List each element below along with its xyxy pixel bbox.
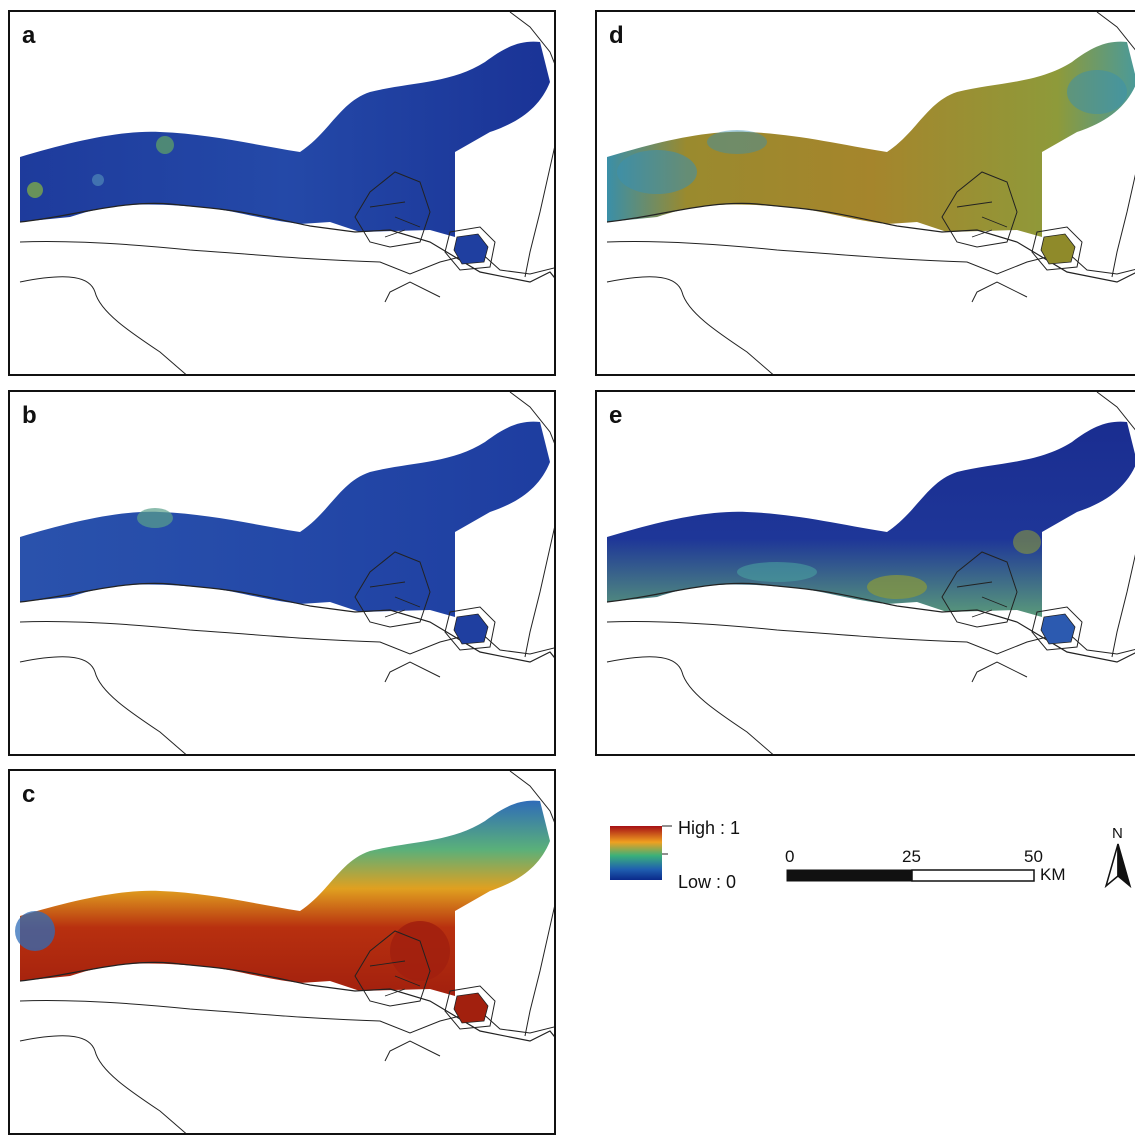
land-boundary: [19, 1035, 187, 1133]
panel-label-a: a: [22, 22, 36, 49]
land-boundary: [384, 661, 441, 683]
land-boundary: [606, 276, 774, 374]
map-panel-d: d: [595, 10, 1135, 376]
land-boundary: [956, 581, 1008, 618]
legend: High : 1 Low : 0 0 25 50 KM N: [600, 810, 1135, 920]
map-b-svg: [19, 392, 554, 754]
island-outline: [1031, 226, 1083, 271]
land-boundary: [971, 281, 1028, 303]
panel-label-d: d: [609, 22, 624, 49]
land-boundary: [1096, 392, 1135, 658]
hotspot: [27, 182, 43, 198]
study-area-band: [607, 41, 1135, 237]
land-boundary: [19, 999, 554, 1034]
land-boundary: [354, 171, 431, 248]
scale-tick-0: 0: [785, 847, 795, 866]
legend-high-label: High : 1: [678, 818, 741, 838]
land-boundary: [369, 201, 421, 238]
land-boundary: [941, 551, 1018, 628]
land-boundary: [19, 276, 187, 374]
map-a-svg: [19, 12, 554, 374]
map-e-svg: [606, 392, 1135, 754]
study-area-band: [20, 421, 550, 617]
island-outline: [1031, 606, 1083, 651]
legend-colorbar: [610, 825, 672, 880]
study-area-band: [20, 41, 550, 237]
land-boundary: [509, 12, 554, 278]
map-panel-c: c: [8, 769, 556, 1135]
map-d-svg: [606, 12, 1135, 374]
land-boundary: [369, 960, 421, 997]
hotspot: [390, 921, 450, 981]
land-boundary: [19, 620, 554, 655]
coastline: [19, 961, 554, 1042]
coastline: [606, 582, 1135, 663]
island-outline: [444, 226, 496, 271]
island-fill: [453, 233, 489, 265]
land-boundary: [941, 171, 1018, 248]
map-panel-b: b: [8, 390, 556, 756]
land-boundary: [384, 281, 441, 303]
land-boundary: [971, 661, 1028, 683]
scale-tick-50: 50: [1024, 847, 1043, 866]
map-panel-e: e: [595, 390, 1135, 756]
island-outline: [444, 985, 496, 1030]
hotspot: [617, 150, 697, 194]
hotspot: [1067, 70, 1127, 114]
land-boundary: [606, 656, 774, 754]
land-boundary: [509, 771, 554, 1037]
land-boundary: [1096, 12, 1135, 278]
hotspot: [92, 174, 104, 186]
hotspot: [137, 508, 173, 528]
study-area-band: [20, 800, 550, 996]
coastline: [606, 202, 1135, 283]
land-boundary: [509, 392, 554, 658]
island-fill: [1040, 233, 1076, 265]
map-c-svg: [15, 771, 554, 1133]
legend-low-label: Low : 0: [678, 872, 737, 892]
land-boundary: [369, 581, 421, 618]
land-boundary: [606, 620, 1135, 655]
scale-tick-25: 25: [902, 847, 921, 866]
land-boundary: [384, 1040, 441, 1062]
scale-unit: KM: [1040, 865, 1066, 884]
study-area-band: [607, 421, 1135, 617]
map-panel-a: a: [8, 10, 556, 376]
island-fill: [1040, 613, 1076, 645]
hotspot: [1013, 530, 1041, 554]
panel-label-e: e: [609, 402, 623, 429]
island-fill: [453, 613, 489, 645]
land-boundary: [354, 551, 431, 628]
coastline: [19, 582, 554, 663]
hotspot: [156, 136, 174, 154]
panel-label-b: b: [22, 402, 37, 429]
hotspot: [867, 575, 927, 599]
north-label: N: [1112, 825, 1123, 842]
coastline: [19, 202, 554, 283]
scale-bar: [786, 869, 1035, 882]
land-boundary: [19, 240, 554, 275]
island-fill: [453, 992, 489, 1024]
land-boundary: [956, 201, 1008, 238]
land-boundary: [606, 240, 1135, 275]
island-outline: [444, 606, 496, 651]
hotspot: [15, 911, 55, 951]
panel-label-c: c: [22, 781, 36, 808]
land-boundary: [19, 656, 187, 754]
north-arrow-icon: [1104, 843, 1132, 889]
hotspot: [707, 130, 767, 154]
hotspot: [737, 562, 817, 582]
land-boundary: [354, 930, 431, 1007]
